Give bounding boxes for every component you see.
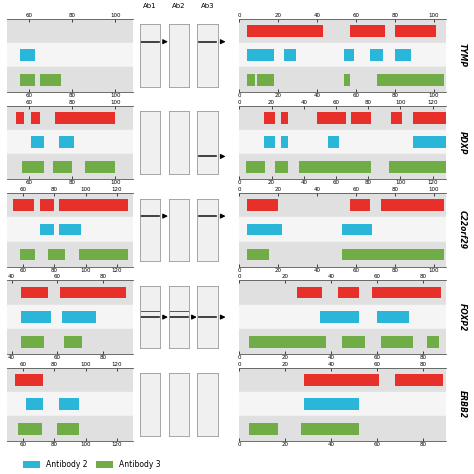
Bar xyxy=(7,19,133,43)
Bar xyxy=(7,193,133,218)
Bar xyxy=(239,392,446,416)
Text: TYMP: TYMP xyxy=(458,44,466,67)
Bar xyxy=(239,193,446,218)
Bar xyxy=(7,392,133,416)
Bar xyxy=(7,368,133,392)
Bar xyxy=(7,305,133,329)
Bar xyxy=(239,281,446,305)
Bar xyxy=(239,67,446,92)
Bar xyxy=(7,242,133,266)
Bar xyxy=(239,43,446,67)
Text: Ab3: Ab3 xyxy=(201,3,215,9)
Bar xyxy=(7,416,133,441)
Bar xyxy=(239,368,446,392)
Bar xyxy=(239,305,446,329)
Legend: Antibody 2, Antibody 3: Antibody 2, Antibody 3 xyxy=(23,460,161,469)
Bar xyxy=(7,281,133,305)
Text: ERBB2: ERBB2 xyxy=(458,390,466,419)
Bar xyxy=(7,43,133,67)
Bar xyxy=(7,155,133,179)
Bar xyxy=(239,416,446,441)
Bar xyxy=(239,155,446,179)
Bar xyxy=(239,218,446,242)
Text: PDXP: PDXP xyxy=(458,131,466,155)
Bar xyxy=(7,67,133,92)
Bar xyxy=(239,242,446,266)
Bar xyxy=(239,19,446,43)
Bar xyxy=(239,329,446,354)
Bar xyxy=(239,130,446,155)
Bar xyxy=(239,106,446,130)
Text: Ab2: Ab2 xyxy=(172,3,186,9)
Bar xyxy=(7,218,133,242)
Text: Ab1: Ab1 xyxy=(143,3,157,9)
Bar xyxy=(7,329,133,354)
Bar xyxy=(7,106,133,130)
Text: C22orf29: C22orf29 xyxy=(458,210,466,249)
Bar xyxy=(7,130,133,155)
Text: FOXP2: FOXP2 xyxy=(458,303,466,331)
